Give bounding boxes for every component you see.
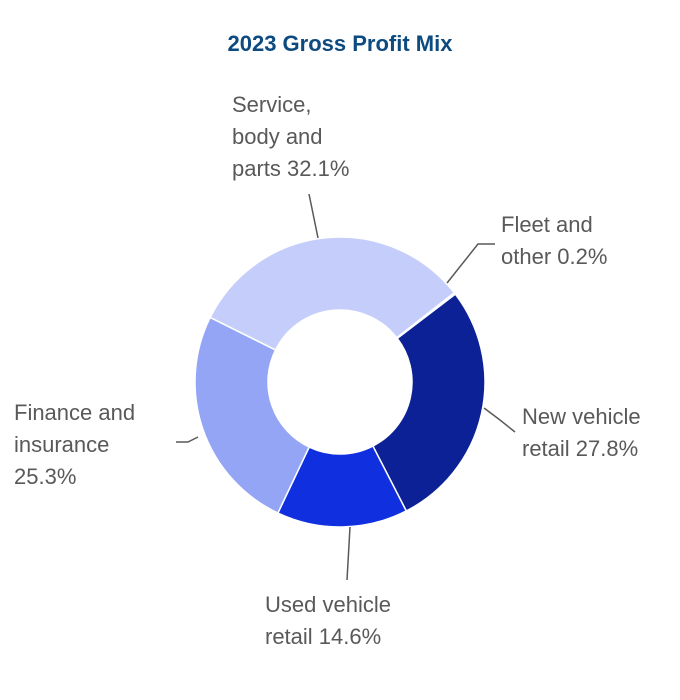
slice-label-line: other 0.2% <box>501 244 607 269</box>
leader-line <box>308 193 319 239</box>
slice-label: Fleet and other 0.2% <box>501 212 607 269</box>
slice-label-line: New vehicle <box>522 404 641 429</box>
leader-line <box>346 526 351 581</box>
slice-label-line: Finance and <box>14 400 135 425</box>
slice-label: Service, body and parts 32.1% <box>232 92 349 181</box>
slice-labels: Fleet and other 0.2% New vehicle retail 27.… <box>14 92 641 649</box>
chart-title: 2023 Gross Profit Mix <box>228 31 454 56</box>
donut-slices <box>194 236 486 528</box>
leader-lines <box>176 193 516 581</box>
slice-label-line: 25.3% <box>14 464 76 489</box>
leader-line <box>446 243 495 284</box>
donut-slice-finance-and-insurance <box>194 316 311 515</box>
donut-slice-new-vehicle-retail <box>371 293 486 512</box>
slice-label-line: Fleet and <box>501 212 593 237</box>
slice-label-line: retail 14.6% <box>265 624 381 649</box>
slice-label-line: body and <box>232 124 323 149</box>
leader-line <box>483 407 516 433</box>
slice-label: Used vehicle retail 14.6% <box>265 592 391 649</box>
slice-label: Finance and insurance 25.3% <box>14 400 135 489</box>
slice-label-line: parts 32.1% <box>232 156 349 181</box>
slice-label-line: Service, <box>232 92 311 117</box>
slice-label-line: retail 27.8% <box>522 436 638 461</box>
slice-label-line: Used vehicle <box>265 592 391 617</box>
leader-line <box>176 436 199 443</box>
slice-label-line: insurance <box>14 432 109 457</box>
donut-slice-service-body-and-parts <box>209 236 456 351</box>
slice-label: New vehicle retail 27.8% <box>522 404 641 461</box>
